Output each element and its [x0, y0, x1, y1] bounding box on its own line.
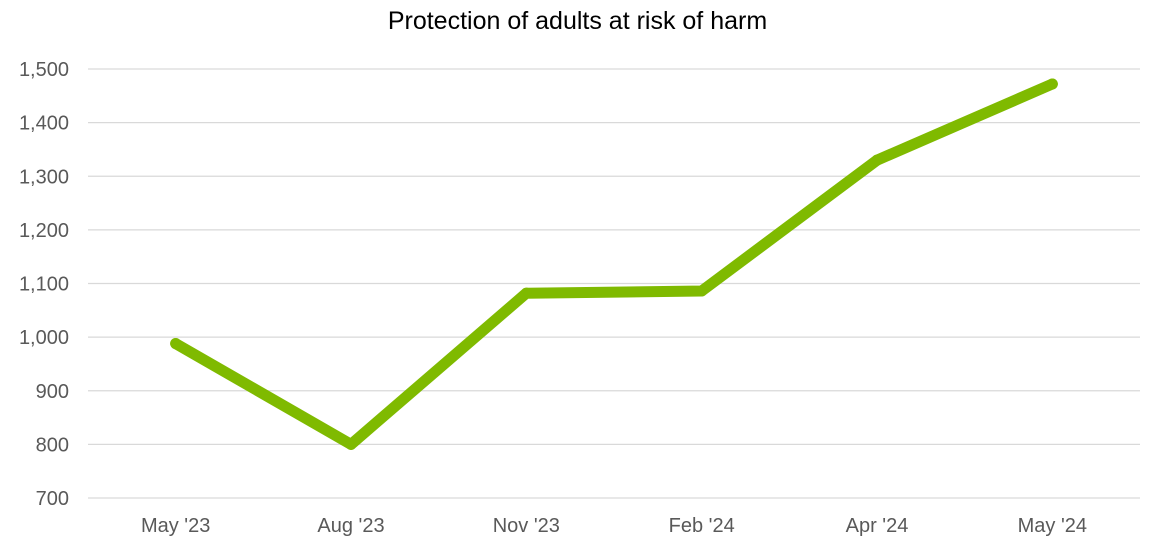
y-tick-label: 900: [36, 381, 69, 403]
gridlines: [88, 68, 1140, 499]
series-line: [170, 78, 1058, 450]
data-point: [520, 287, 532, 299]
chart-title: Protection of adults at risk of harm: [387, 7, 768, 35]
y-tick-label: 1,200: [19, 220, 69, 242]
data-point: [345, 438, 357, 450]
series-layer: [170, 78, 1058, 450]
x-tick-label: Feb '24: [669, 515, 735, 537]
y-tick-label: 1,400: [19, 113, 69, 135]
x-tick-label: Aug '23: [317, 515, 384, 537]
y-tick-label: 1,000: [19, 327, 69, 349]
y-tick-label: 1,500: [19, 59, 69, 81]
data-point: [696, 285, 708, 297]
x-tick-label: May '24: [1018, 515, 1087, 537]
y-axis-tick-labels: 700 800 900 1,000 1,100 1,200 1,300 1,400 1,500: [19, 59, 69, 510]
x-tick-label: Apr '24: [846, 515, 909, 537]
data-point: [1046, 78, 1058, 90]
y-tick-label: 800: [36, 434, 69, 456]
x-axis-tick-labels: May '23 Aug '23 Nov '23 Feb '24 Apr '24 May '…: [141, 515, 1087, 537]
x-tick-label: Nov '23: [493, 515, 560, 537]
y-tick-label: 700: [36, 488, 69, 510]
data-point: [170, 338, 182, 350]
x-tick-label: May '23: [141, 515, 210, 537]
data-point: [871, 154, 883, 166]
y-tick-label: 1,100: [19, 274, 69, 296]
y-tick-label: 1,300: [19, 166, 69, 188]
